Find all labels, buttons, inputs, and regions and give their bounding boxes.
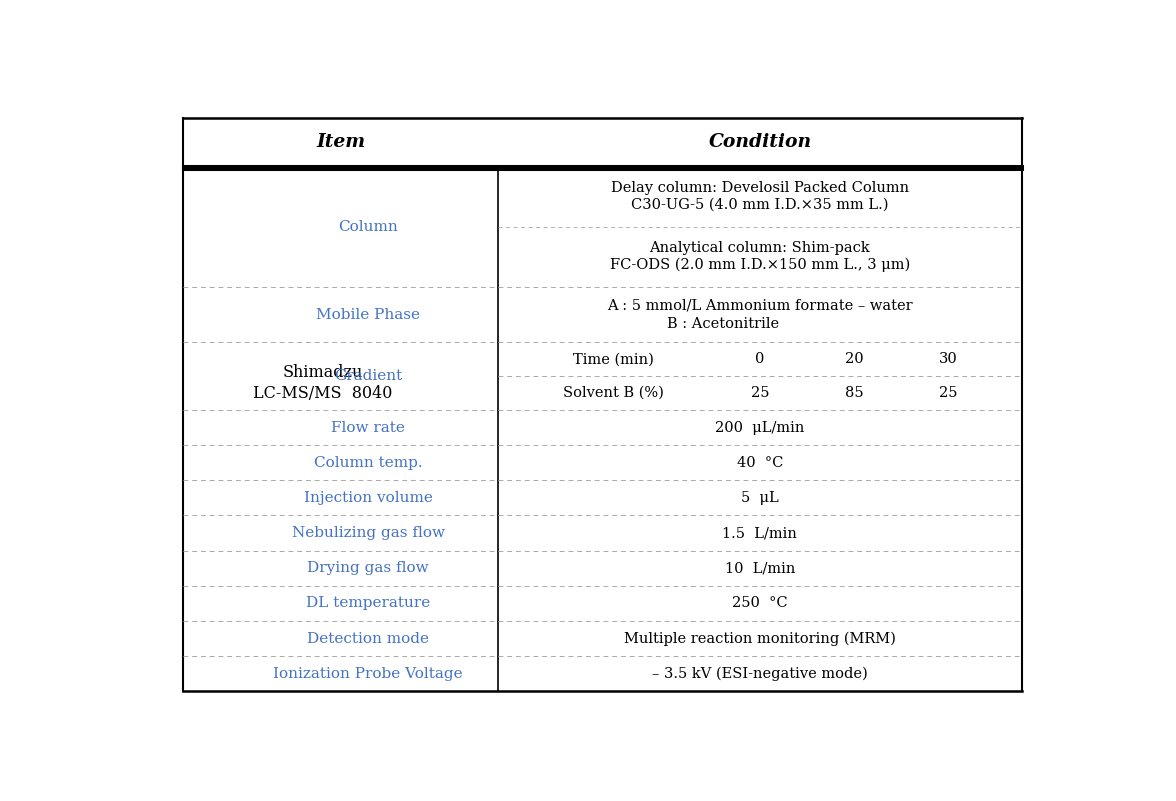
Text: Item: Item bbox=[316, 133, 366, 151]
Text: Analytical column: Shim-pack: Analytical column: Shim-pack bbox=[649, 241, 870, 256]
Text: DL temperature: DL temperature bbox=[306, 597, 430, 610]
Text: Multiple reaction monitoring (MRM): Multiple reaction monitoring (MRM) bbox=[624, 631, 896, 646]
Text: B : Acetonitrile: B : Acetonitrile bbox=[668, 317, 780, 331]
Text: 5  μL: 5 μL bbox=[741, 491, 779, 505]
Text: 200  μL/min: 200 μL/min bbox=[715, 421, 804, 434]
Text: Detection mode: Detection mode bbox=[307, 631, 429, 646]
Text: Drying gas flow: Drying gas flow bbox=[307, 562, 429, 575]
Text: Shimadzu: Shimadzu bbox=[282, 364, 362, 380]
Text: 250  °C: 250 °C bbox=[733, 597, 788, 610]
Text: Injection volume: Injection volume bbox=[303, 491, 433, 505]
Text: Time (min): Time (min) bbox=[573, 352, 654, 366]
Text: Flow rate: Flow rate bbox=[332, 421, 405, 434]
Text: 0: 0 bbox=[755, 352, 764, 366]
Text: Mobile Phase: Mobile Phase bbox=[316, 308, 420, 321]
Text: C30-UG-5 (4.0 mm I.D.×35 mm L.): C30-UG-5 (4.0 mm I.D.×35 mm L.) bbox=[632, 198, 889, 212]
Text: Nebulizing gas flow: Nebulizing gas flow bbox=[292, 526, 445, 540]
Text: 20: 20 bbox=[844, 352, 863, 366]
Text: 85: 85 bbox=[844, 386, 863, 400]
Text: Delay column: Develosil Packed Column: Delay column: Develosil Packed Column bbox=[610, 181, 909, 195]
Text: 1.5  L/min: 1.5 L/min bbox=[722, 526, 797, 540]
Text: 25: 25 bbox=[750, 386, 769, 400]
Text: Condition: Condition bbox=[708, 133, 811, 151]
Text: Column: Column bbox=[339, 219, 397, 234]
Text: 10  L/min: 10 L/min bbox=[724, 562, 795, 575]
Text: Gradient: Gradient bbox=[334, 369, 402, 383]
Text: – 3.5 kV (ESI-negative mode): – 3.5 kV (ESI-negative mode) bbox=[652, 666, 868, 681]
Text: 30: 30 bbox=[940, 352, 958, 366]
Text: FC-ODS (2.0 mm I.D.×150 mm L., 3 μm): FC-ODS (2.0 mm I.D.×150 mm L., 3 μm) bbox=[610, 258, 910, 272]
Text: A : 5 mmol/L Ammonium formate – water: A : 5 mmol/L Ammonium formate – water bbox=[607, 298, 913, 312]
Text: Column temp.: Column temp. bbox=[314, 456, 422, 469]
Text: LC-MS/MS  8040: LC-MS/MS 8040 bbox=[253, 385, 392, 402]
Text: 25: 25 bbox=[940, 386, 957, 400]
Text: Solvent B (%): Solvent B (%) bbox=[563, 386, 663, 400]
Text: Ionization Probe Voltage: Ionization Probe Voltage bbox=[273, 666, 463, 681]
Text: 40  °C: 40 °C bbox=[736, 456, 783, 469]
